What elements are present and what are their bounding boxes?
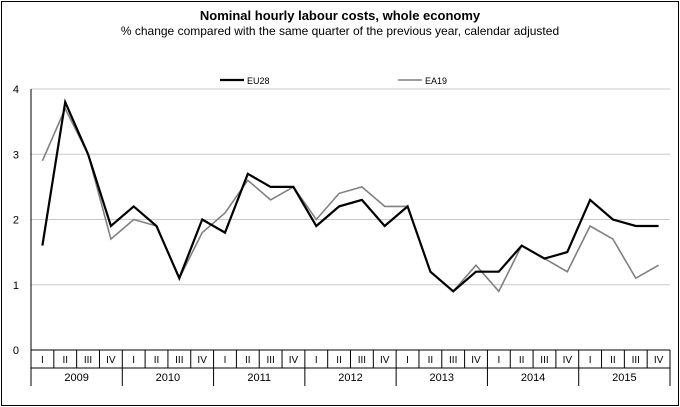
x-tick-label-year: 2009 <box>64 372 88 384</box>
chart-subtitle: % change compared with the same quarter … <box>120 24 560 38</box>
x-tick-label-quarter: IV <box>380 355 390 366</box>
x-tick-label-quarter: II <box>428 355 434 366</box>
x-tick-label-quarter: I <box>224 355 227 366</box>
x-tick-label-quarter: II <box>245 355 251 366</box>
x-tick-label-quarter: IV <box>197 355 207 366</box>
x-tick-label-year: 2013 <box>430 372 454 384</box>
x-tick-label-year: 2015 <box>612 372 636 384</box>
y-tick-label: 3 <box>13 149 19 161</box>
x-tick-label-year: 2010 <box>156 372 180 384</box>
x-tick-label-year: 2014 <box>521 372 545 384</box>
x-tick-label-quarter: IV <box>471 355 481 366</box>
x-tick-label-quarter: I <box>406 355 409 366</box>
x-tick-label-quarter: II <box>519 355 525 366</box>
x-tick-label-quarter: IV <box>106 355 116 366</box>
y-tick-label: 0 <box>13 345 19 357</box>
x-tick-label-quarter: III <box>266 355 274 366</box>
x-tick-label-quarter: III <box>540 355 548 366</box>
x-tick-label-quarter: III <box>449 355 457 366</box>
x-tick-label-quarter: IV <box>563 355 573 366</box>
y-tick-label: 1 <box>13 280 19 292</box>
x-tick-label-quarter: II <box>336 355 342 366</box>
series-line-ea19 <box>41 106 659 293</box>
series-line-eu28 <box>41 98 659 293</box>
legend-label-eu28: EU28 <box>247 76 270 86</box>
x-tick-label-quarter: II <box>62 355 68 366</box>
x-tick-label-quarter: I <box>315 355 318 366</box>
x-tick-label-quarter: I <box>589 355 592 366</box>
x-tick-label-quarter: II <box>610 355 616 366</box>
x-tick-label-quarter: III <box>175 355 183 366</box>
x-tick-label-quarter: I <box>132 355 135 366</box>
x-tick-label-quarter: III <box>358 355 366 366</box>
y-tick-label: 2 <box>13 215 19 227</box>
y-tick-label: 4 <box>13 84 19 96</box>
x-tick-label-quarter: I <box>41 355 44 366</box>
x-tick-label-quarter: IV <box>654 355 664 366</box>
x-tick-label-year: 2011 <box>247 372 271 384</box>
legend-label-ea19: EA19 <box>425 76 447 86</box>
x-tick-label-quarter: III <box>84 355 92 366</box>
x-tick-label-quarter: II <box>154 355 160 366</box>
x-tick-label-quarter: I <box>497 355 500 366</box>
x-tick-label-year: 2012 <box>338 372 362 384</box>
x-tick-label-quarter: III <box>632 355 640 366</box>
chart-title: Nominal hourly labour costs, whole econo… <box>199 8 481 23</box>
x-tick-label-quarter: IV <box>289 355 299 366</box>
